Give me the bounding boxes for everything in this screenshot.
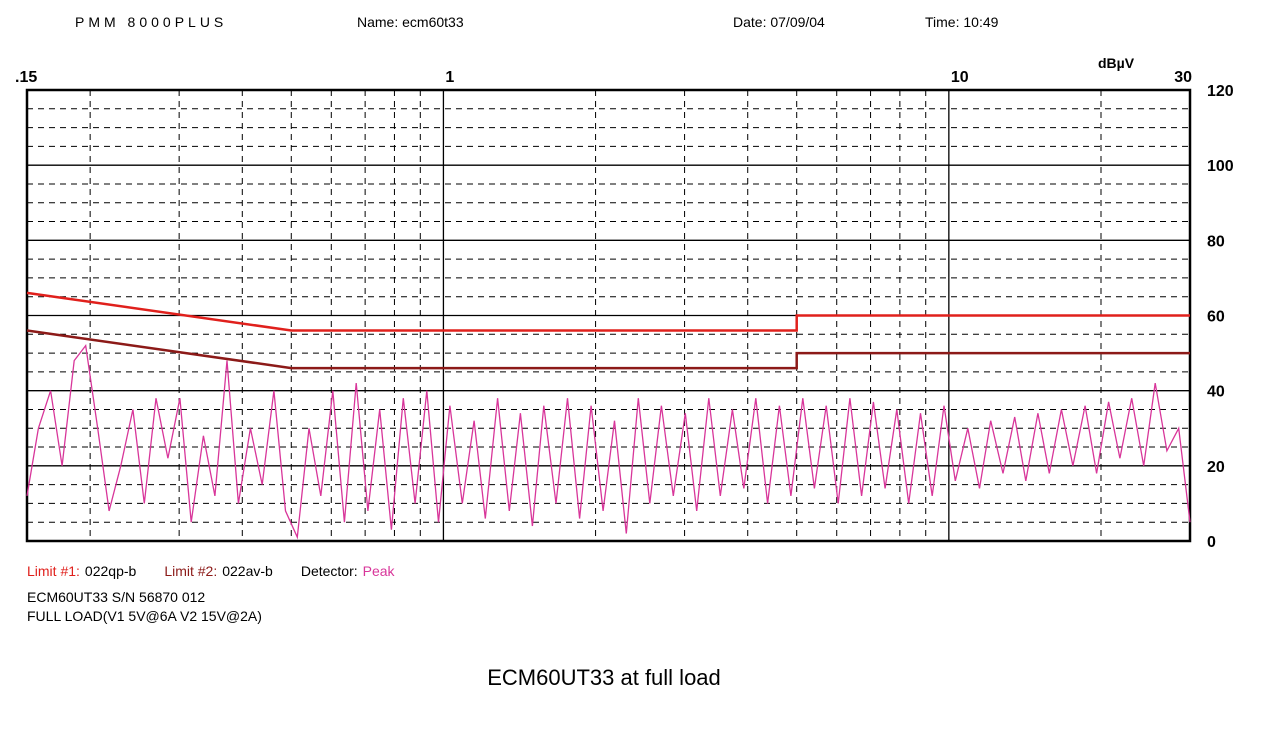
legend-label: Limit #2: <box>164 563 217 579</box>
note: ECM60UT33 S/N 56870 012 <box>27 589 205 605</box>
y-tick-label: 60 <box>1207 309 1225 326</box>
y-tick-label: 120 <box>1207 83 1234 100</box>
x-tick-label: 30 <box>1174 69 1192 86</box>
x-tick-label: 1 <box>445 69 454 86</box>
legend-entry: 022av-b <box>222 563 273 579</box>
y-tick-label: 80 <box>1207 233 1225 250</box>
note: FULL LOAD(V1 5V@6A V2 15V@2A) <box>27 608 262 624</box>
series-line <box>26 291 1190 332</box>
y-tick-label: 40 <box>1207 384 1225 401</box>
legend: Limit #1: 022qp-b Limit #2: 022av-b Detector… <box>27 563 396 579</box>
legend-entry: Peak <box>363 563 396 579</box>
y-tick-label: 0 <box>1207 534 1216 551</box>
y-unit: dBµV <box>1098 55 1135 71</box>
instrument: PMM 8000PLUS <box>75 14 227 30</box>
legend-entry: 022qp-b <box>85 563 137 579</box>
x-tick-label: 10 <box>951 69 969 86</box>
y-tick-label: 100 <box>1207 158 1234 175</box>
series-line <box>26 343 1191 540</box>
y-tick-label: 20 <box>1207 459 1225 476</box>
date: Date: 07/09/04 <box>733 14 825 30</box>
name: Name: ecm60t33 <box>357 14 464 30</box>
legend-label: Detector: <box>301 563 358 579</box>
time: Time: 10:49 <box>925 14 999 30</box>
legend-label: Limit #1: <box>27 563 80 579</box>
caption: ECM60UT33 at full load <box>487 665 721 690</box>
x-tick-label: .15 <box>15 69 37 86</box>
series-line <box>26 329 1190 370</box>
